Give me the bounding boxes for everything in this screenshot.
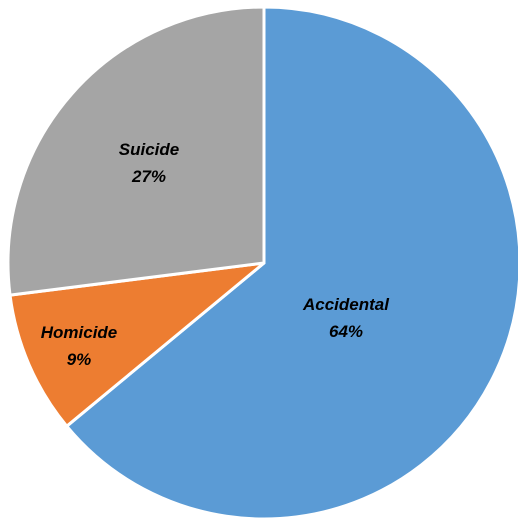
slice-label-homicide: Homicide — [41, 323, 118, 342]
slice-percent-homicide: 9% — [67, 350, 92, 369]
pie-slice-accidental — [65, 5, 518, 521]
slice-label-suicide: Suicide — [119, 140, 179, 159]
slice-percent-accidental: 64% — [329, 322, 363, 341]
pie-slice-homicide — [8, 261, 266, 428]
pie-slices — [6, 5, 518, 521]
pie-labels: Accidental 64% Homicide 9% Suicide 27% — [41, 140, 391, 369]
slice-percent-suicide: 27% — [131, 167, 166, 186]
pie-slice-suicide — [6, 5, 266, 297]
slice-label-accidental: Accidental — [302, 295, 390, 314]
